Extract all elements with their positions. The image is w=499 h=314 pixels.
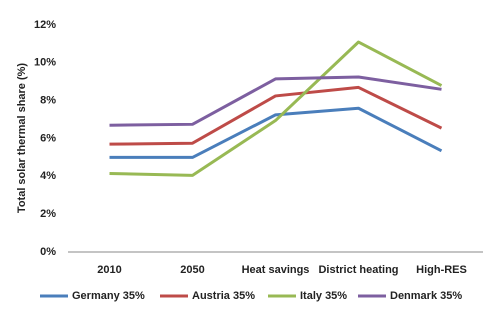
x-tick-label: 2010: [97, 264, 121, 276]
x-tick-label: Heat savings: [242, 264, 310, 276]
y-tick-label: 10%: [34, 57, 56, 69]
series-line: [109, 40, 443, 177]
y-tick-label: 2%: [40, 208, 56, 220]
legend-label: Italy 35%: [300, 290, 347, 302]
y-tick-label: 8%: [40, 95, 56, 107]
x-tick-label: 2050: [180, 264, 204, 276]
series-line: [109, 85, 443, 146]
series-line: [109, 106, 443, 159]
legend-label: Denmark 35%: [390, 290, 462, 302]
series-line: [109, 75, 442, 127]
x-tick-label: High-RES: [416, 264, 467, 276]
legend-label: Germany 35%: [72, 290, 145, 302]
y-tick-label: 4%: [40, 170, 56, 182]
y-tick-label: 0%: [40, 246, 56, 258]
y-tick-label: 6%: [40, 132, 56, 144]
x-tick-label: District heating: [318, 264, 398, 276]
legend-label: Austria 35%: [192, 290, 255, 302]
y-tick-label: 12%: [34, 19, 56, 31]
y-axis-label: Total solar thermal share (%): [16, 63, 28, 214]
